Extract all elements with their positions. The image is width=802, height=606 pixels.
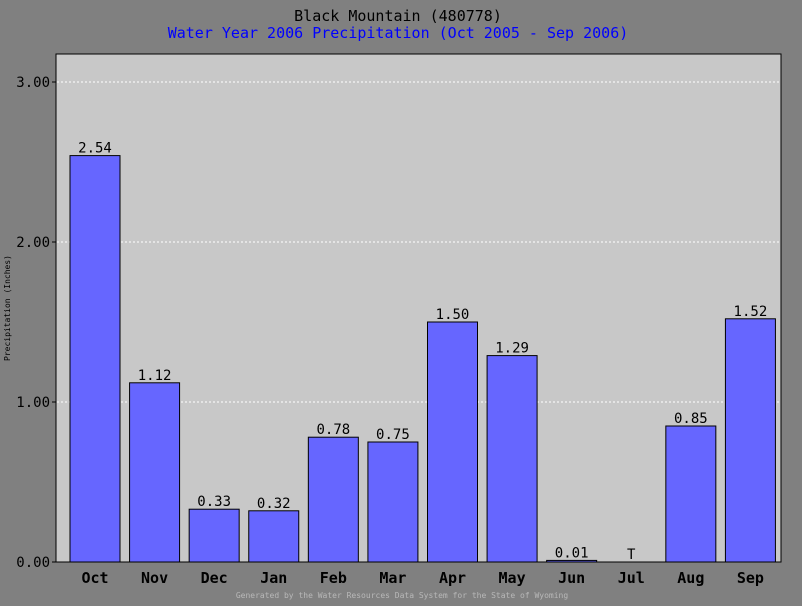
bar-apr (427, 321, 478, 563)
x-tick-label-jul: Jul (618, 569, 645, 587)
bar-may (486, 355, 538, 563)
bars: 2.54 1.12 0.33 0.32 0.78 0.75 1.50 1.29 0.01 T 0.8… (69, 141, 776, 563)
x-tick-label-jun: Jun (558, 569, 585, 587)
bar-jan (248, 510, 300, 563)
bar-feb (307, 436, 359, 563)
data-label-nov: 1.12 (138, 368, 172, 384)
data-label-apr: 1.50 (436, 307, 470, 323)
y-axis-label: Precipitation (Inches) (3, 255, 12, 361)
data-label-may: 1.29 (495, 341, 529, 357)
x-axis-ticks: Oct Nov Dec Jan Feb Mar Apr May Jun Jul Aug Sep (81, 569, 764, 587)
bar-nov (129, 382, 181, 563)
data-label-mar: 0.75 (376, 427, 410, 443)
data-label-aug: 0.85 (674, 411, 708, 427)
x-tick-label-sep: Sep (737, 569, 764, 587)
x-tick-label-apr: Apr (439, 569, 466, 587)
y-tick-label: 0.00 (16, 555, 50, 571)
x-tick-label-may: May (499, 569, 526, 587)
x-tick-label-nov: Nov (141, 569, 168, 587)
bar-sep (724, 318, 776, 563)
y-tick-label: 3.00 (16, 75, 50, 91)
data-label-oct: 2.54 (78, 141, 112, 157)
data-label-jan: 0.32 (257, 496, 291, 512)
bar-mar (367, 441, 419, 563)
data-label-feb: 0.78 (316, 422, 350, 438)
bar-dec (188, 508, 240, 563)
chart-subtitle: Water Year 2006 Precipitation (Oct 2005 … (168, 24, 629, 42)
x-tick-label-feb: Feb (320, 569, 347, 587)
data-label-jun: 0.01 (555, 545, 589, 561)
bar-aug (665, 425, 717, 563)
y-axis-ticks: 0.00 1.00 2.00 3.00 (16, 75, 56, 571)
x-tick-label-jan: Jan (260, 569, 287, 587)
x-tick-label-mar: Mar (379, 569, 406, 587)
bar-oct (69, 155, 121, 563)
chart-title: Black Mountain (480778) (294, 7, 502, 25)
data-label-dec: 0.33 (197, 494, 231, 510)
data-label-sep: 1.52 (734, 304, 768, 320)
y-tick-label: 1.00 (16, 395, 50, 411)
x-tick-label-dec: Dec (201, 569, 228, 587)
bar-jun (546, 559, 598, 563)
data-label-jul: T (627, 547, 636, 563)
x-tick-label-aug: Aug (677, 569, 704, 587)
x-tick-label-oct: Oct (81, 569, 108, 587)
footer-credit: Generated by the Water Resources Data Sy… (236, 591, 569, 600)
y-tick-label: 2.00 (16, 235, 50, 251)
